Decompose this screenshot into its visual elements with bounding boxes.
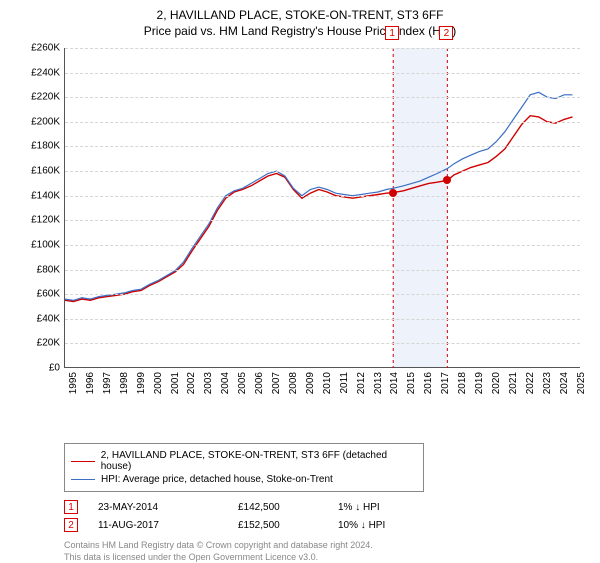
sales-table: 1 23-MAY-2014 £142,500 1% ↓ HPI 2 11-AUG-2017… [64,500,590,532]
ytick-label: £40K [20,313,60,324]
gridline-h [65,220,580,221]
sale-date: 11-AUG-2017 [98,520,218,531]
ytick-label: £100K [20,239,60,250]
ytick-label: £260K [20,43,60,54]
chart-area: £0 £20K £40K £60K £80K £100K £120K £140K £160K £1… [20,48,580,398]
gridline-h [65,196,580,197]
gridline-h [65,343,580,344]
sale-row: 1 23-MAY-2014 £142,500 1% ↓ HPI [64,500,590,514]
gridline-h [65,48,580,49]
gridline-h [65,294,580,295]
gridline-h [65,73,580,74]
ytick-label: £80K [20,264,60,275]
sale-dot [443,176,451,184]
ytick-label: £180K [20,141,60,152]
ytick-label: £60K [20,289,60,300]
chart-container: 2, HAVILLAND PLACE, STOKE-ON-TRENT, ST3 … [0,0,600,560]
plot-region [64,48,580,368]
gridline-h [65,270,580,271]
gridline-h [65,245,580,246]
legend-row: 2, HAVILLAND PLACE, STOKE-ON-TRENT, ST3 … [71,450,417,472]
sale-marker: 1 [64,500,78,514]
legend-row: HPI: Average price, detached house, Stok… [71,474,417,485]
footer-line-2: This data is licensed under the Open Gov… [64,552,590,563]
sale-marker-above: 2 [439,26,453,40]
footer-line-1: Contains HM Land Registry data © Crown c… [64,540,590,552]
sale-marker: 2 [64,518,78,532]
ytick-label: £200K [20,116,60,127]
legend-swatch [71,479,95,480]
legend-swatch [71,461,95,462]
sale-diff: 1% ↓ HPI [338,502,418,513]
ytick-label: £160K [20,166,60,177]
xtick-label: 2025 [576,372,600,394]
ytick-label: £220K [20,92,60,103]
sale-dot [389,189,397,197]
chart-subtitle: Price paid vs. HM Land Registry's House … [10,24,590,38]
legend-label: HPI: Average price, detached house, Stok… [101,474,333,485]
ytick-label: £0 [20,363,60,374]
chart-title: 2, HAVILLAND PLACE, STOKE-ON-TRENT, ST3 … [10,8,590,22]
ytick-label: £120K [20,215,60,226]
gridline-h [65,171,580,172]
gridline-h [65,319,580,320]
sale-marker-above: 1 [385,26,399,40]
gridline-h [65,146,580,147]
legend-box: 2, HAVILLAND PLACE, STOKE-ON-TRENT, ST3 … [64,443,424,492]
legend-label: 2, HAVILLAND PLACE, STOKE-ON-TRENT, ST3 … [101,450,417,472]
ytick-label: £140K [20,190,60,201]
ytick-label: £240K [20,67,60,78]
gridline-h [65,97,580,98]
gridline-h [65,122,580,123]
ytick-label: £20K [20,338,60,349]
sale-diff: 10% ↓ HPI [338,520,418,531]
sale-row: 2 11-AUG-2017 £152,500 10% ↓ HPI [64,518,590,532]
sale-price: £142,500 [238,502,318,513]
series-price_paid [65,116,573,302]
sale-date: 23-MAY-2014 [98,502,218,513]
sale-price: £152,500 [238,520,318,531]
